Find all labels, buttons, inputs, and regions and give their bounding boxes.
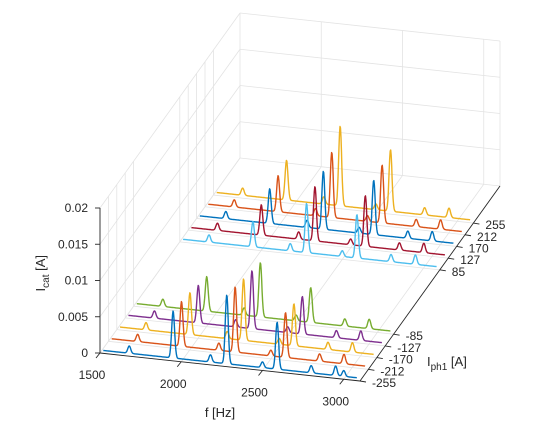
y-tick-mark	[393, 333, 400, 336]
y-tick-mark	[473, 222, 480, 225]
x-axis-line	[99, 352, 361, 382]
grid-line-back-z	[239, 157, 501, 187]
x-tick-mark	[258, 370, 263, 376]
grid-line-floor-y	[188, 229, 449, 259]
series-line--255	[102, 294, 357, 379]
y-tick-mark	[368, 368, 375, 371]
grid-line-side-z	[99, 85, 241, 281]
grid-line-floor-y	[213, 194, 474, 224]
series-line-127	[191, 186, 446, 256]
grid-line-back-z	[239, 121, 501, 151]
grid-line-floor-y	[125, 317, 386, 347]
series-line--85	[136, 262, 391, 332]
y-tick-mark	[359, 380, 367, 383]
series-line-212	[207, 151, 462, 233]
series-line-255	[216, 125, 471, 221]
grid-line-back-z	[239, 85, 501, 114]
series-line--170	[119, 278, 374, 356]
grid-line-back-z	[239, 12, 501, 42]
x-tick-mark	[339, 378, 345, 385]
z-tick-label: 0.005	[58, 310, 88, 324]
series-layer	[102, 125, 471, 379]
y-tick-mark	[376, 357, 383, 360]
y-tick-label: 85	[452, 265, 466, 279]
y-tick-label: -170	[389, 353, 413, 367]
series-line-170	[199, 170, 454, 244]
y-tick-label: -255	[372, 376, 396, 390]
grid-line-floor-x	[180, 166, 322, 362]
y-tick-mark	[385, 345, 392, 348]
y-tick-mark	[456, 246, 463, 248]
label-layer: 00.0050.010.0150.021500200025003000-255-…	[33, 201, 506, 420]
grid-line-floor-y	[108, 340, 369, 370]
y-tick-label: 170	[469, 241, 489, 255]
z-axis-label: Icat [A]	[33, 255, 52, 291]
grid-layer	[99, 12, 501, 382]
x-tick-label: 2000	[160, 377, 187, 391]
y-tick-label: -85	[406, 329, 424, 343]
y-axis-label: Iph1 [A]	[427, 354, 467, 373]
x-tick-label: 3000	[322, 394, 349, 408]
y-tick-label: -127	[397, 341, 421, 355]
y-tick-label: 212	[477, 230, 497, 244]
y-tick-label: 127	[460, 253, 480, 267]
y-tick-mark	[448, 257, 455, 260]
grid-line-side-z	[99, 121, 241, 317]
y-tick-label: -212	[380, 364, 404, 378]
grid-line-side-z	[99, 49, 241, 245]
z-tick-label: 0	[81, 346, 88, 360]
x-tick-mark	[176, 361, 182, 368]
y-tick-label: 255	[485, 218, 505, 232]
grid-line-floor-x	[99, 157, 241, 354]
z-tick-label: 0.015	[58, 237, 88, 251]
z-tick-label: 0.01	[65, 274, 89, 288]
grid-line-floor-y	[204, 206, 466, 236]
y-tick-mark	[464, 234, 472, 237]
x-tick-label: 1500	[79, 368, 106, 382]
x-tick-mark	[95, 352, 101, 359]
grid-line-floor-y	[196, 218, 457, 247]
y-tick-mark	[439, 269, 446, 272]
y-axis-line	[359, 185, 501, 382]
grid-line-back-z	[239, 48, 501, 78]
grid-line-floor-y	[133, 305, 394, 335]
grid-line-side-z	[99, 12, 241, 209]
grid-line-floor-y	[179, 241, 440, 271]
series-line--127	[128, 270, 383, 344]
grid-line-floor-x	[343, 184, 485, 380]
grid-line-floor-y	[116, 329, 377, 358]
series-line--212	[111, 286, 366, 367]
x-axis-label: f [Hz]	[205, 405, 235, 420]
series-line-85	[182, 202, 437, 268]
z-tick-label: 0.02	[65, 201, 89, 215]
x-tick-label: 2500	[241, 386, 268, 400]
